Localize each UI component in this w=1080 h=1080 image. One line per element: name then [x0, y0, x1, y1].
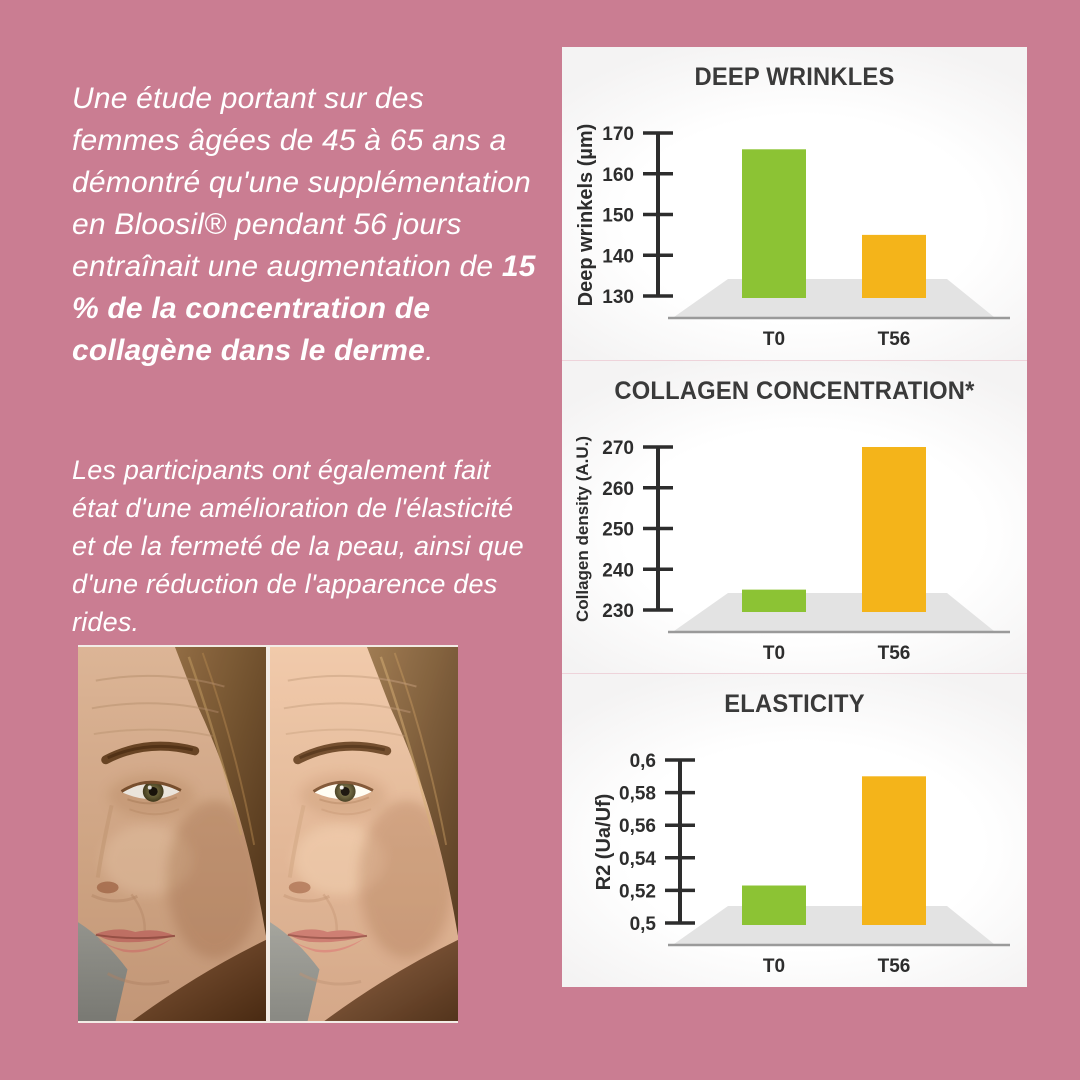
svg-text:160: 160 [602, 165, 634, 186]
svg-text:240: 240 [602, 560, 634, 581]
svg-text:0,56: 0,56 [619, 817, 656, 838]
svg-text:0,52: 0,52 [619, 882, 656, 903]
svg-text:T56: T56 [878, 643, 911, 664]
study-paragraph-bold: 15 % de la concentration de collagène da… [72, 250, 536, 367]
svg-text:T0: T0 [763, 329, 785, 350]
svg-text:170: 170 [602, 124, 634, 145]
study-paragraph-period: . [425, 334, 434, 367]
svg-text:260: 260 [602, 478, 634, 499]
charts-panel: DEEP WRINKLES 170 160 150 140 130 T0 T56 Deep w… [562, 47, 1027, 988]
svg-text:T0: T0 [763, 956, 785, 977]
svg-text:0,58: 0,58 [619, 784, 656, 805]
svg-text:R2 (Ua/Uf): R2 (Ua/Uf) [593, 794, 615, 891]
svg-text:0,6: 0,6 [630, 751, 656, 772]
photo-after [270, 645, 458, 1023]
chart-title-elasticity: ELASTICITY [724, 690, 865, 719]
svg-text:250: 250 [602, 519, 634, 540]
svg-text:130: 130 [602, 287, 634, 308]
svg-text:140: 140 [602, 246, 634, 267]
chart-section-collagen-concentration: COLLAGEN CONCENTRATION* 270 260 250 240 230 T… [562, 359, 1027, 674]
svg-text:270: 270 [602, 438, 634, 459]
svg-text:T0: T0 [763, 643, 785, 664]
svg-text:Deep wrinkels (µm): Deep wrinkels (µm) [575, 124, 597, 307]
svg-text:Collagen density (A.U.): Collagen density (A.U.) [573, 436, 592, 622]
study-paragraph-regular: Une étude portant sur des femmes âgées d… [72, 82, 531, 283]
chart-section-elasticity: ELASTICITY 0,6 0,58 0,56 0,54 0,52 0,5 T0 T56 R2… [562, 673, 1027, 988]
photo-before [78, 645, 266, 1023]
deep-wrinkles-bar-chart: 170 160 150 140 130 T0 T56 Deep wrinkels (µm) [575, 124, 1010, 350]
chart-title-collagen-concentration: COLLAGEN CONCENTRATION* [614, 376, 975, 405]
study-paragraph: Une étude portant sur des femmes âgées d… [72, 78, 540, 372]
svg-text:T56: T56 [878, 329, 911, 350]
svg-text:0,5: 0,5 [630, 914, 657, 935]
svg-text:150: 150 [602, 206, 634, 227]
before-after-photo [78, 645, 458, 1023]
chart-title-deep-wrinkles: DEEP WRINKLES [694, 63, 895, 91]
svg-text:0,54: 0,54 [619, 849, 656, 870]
svg-text:230: 230 [602, 601, 634, 622]
participants-paragraph: Les participants ont également fait état… [72, 455, 524, 637]
collagen-concentration-bar-chart: 270 260 250 240 230 T0 T56 Collagen density (A.… [573, 436, 1010, 664]
elasticity-bar-chart: 0,6 0,58 0,56 0,54 0,52 0,5 T0 T56 R2 (Ua/Uf) [593, 751, 1010, 977]
chart-section-deep-wrinkles: DEEP WRINKLES 170 160 150 140 130 T0 T56 Deep w… [562, 47, 1027, 360]
svg-text:T56: T56 [878, 956, 911, 977]
